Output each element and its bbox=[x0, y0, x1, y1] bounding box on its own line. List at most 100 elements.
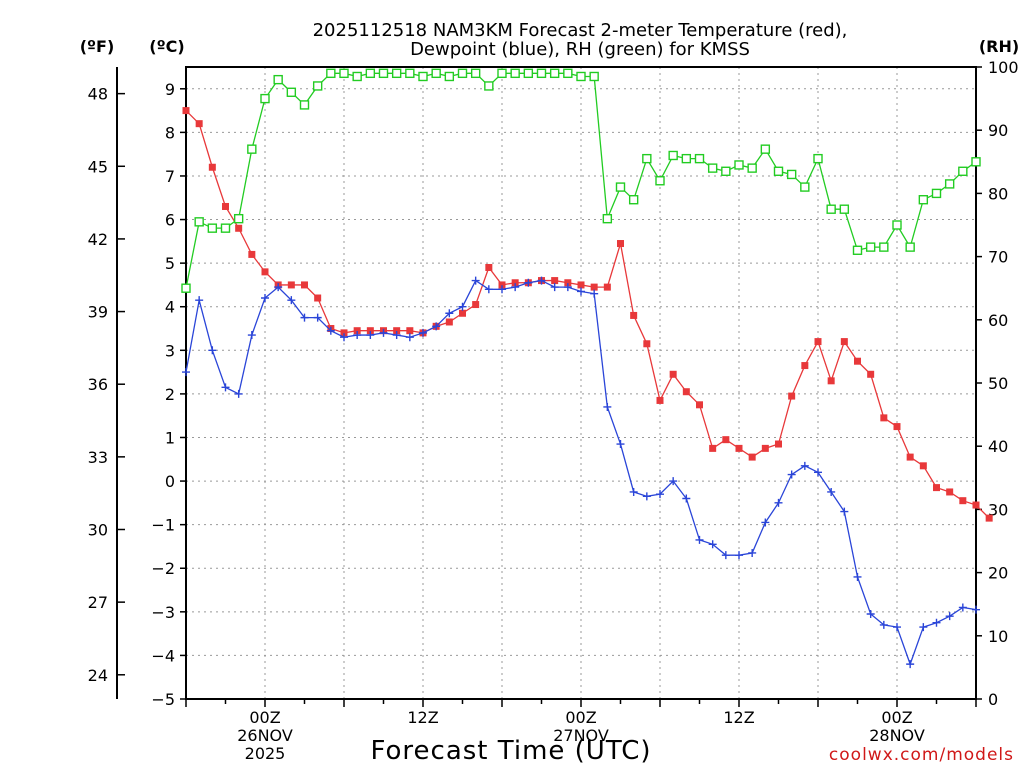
data-point bbox=[234, 389, 243, 398]
data-point bbox=[352, 71, 362, 82]
data-point bbox=[299, 100, 310, 110]
data-point bbox=[286, 87, 297, 97]
data-point bbox=[840, 507, 849, 516]
data-point bbox=[932, 618, 941, 627]
data-point bbox=[301, 281, 308, 289]
data-point bbox=[695, 535, 704, 544]
data-point bbox=[906, 453, 914, 461]
grid-lines bbox=[186, 67, 976, 700]
data-point bbox=[511, 279, 519, 287]
data-point bbox=[866, 610, 875, 619]
data-point bbox=[393, 327, 401, 335]
celsius-tick-label: 5 bbox=[165, 254, 175, 273]
data-point bbox=[313, 313, 322, 322]
data-point bbox=[788, 392, 796, 400]
data-point bbox=[603, 283, 611, 291]
data-point bbox=[261, 268, 269, 276]
rh-tick-label: 40 bbox=[988, 437, 1008, 456]
rh-tick-label: 10 bbox=[988, 627, 1008, 646]
celsius-tick-label: 9 bbox=[165, 80, 175, 99]
fahrenheit-tick-label: 48 bbox=[88, 85, 108, 104]
data-point bbox=[340, 329, 348, 337]
fahrenheit-tick-label: 33 bbox=[88, 448, 108, 467]
data-point bbox=[814, 338, 822, 346]
data-point bbox=[233, 213, 244, 224]
data-point bbox=[682, 388, 690, 396]
data-point bbox=[931, 188, 942, 199]
time-tick-label: 12Z bbox=[407, 708, 438, 727]
data-point bbox=[523, 68, 534, 79]
data-point bbox=[826, 204, 836, 214]
data-point bbox=[563, 283, 572, 292]
fahrenheit-tick-label: 30 bbox=[88, 520, 108, 539]
data-point bbox=[445, 309, 454, 318]
data-point bbox=[274, 283, 283, 292]
data-point bbox=[747, 163, 757, 173]
rh-tick-label: 0 bbox=[988, 690, 998, 709]
data-point bbox=[471, 276, 480, 285]
data-point bbox=[735, 551, 743, 560]
data-point bbox=[865, 242, 876, 252]
data-point bbox=[655, 176, 665, 186]
celsius-tick-label: 4 bbox=[165, 298, 175, 317]
data-point bbox=[182, 368, 190, 377]
data-point bbox=[182, 107, 190, 115]
fahrenheit-tick-label: 45 bbox=[88, 157, 108, 176]
fahrenheit-tick-label: 42 bbox=[88, 230, 108, 249]
data-point bbox=[787, 470, 796, 479]
rh-unit-label: (RH) bbox=[979, 37, 1019, 56]
data-point bbox=[590, 283, 598, 291]
data-point bbox=[459, 309, 466, 317]
data-point bbox=[248, 250, 256, 258]
data-point bbox=[498, 281, 506, 289]
data-point bbox=[972, 501, 980, 509]
data-point bbox=[709, 444, 717, 452]
data-point bbox=[761, 444, 769, 452]
data-point bbox=[944, 179, 955, 189]
data-point bbox=[536, 68, 547, 79]
data-point bbox=[722, 436, 730, 444]
data-point bbox=[549, 68, 560, 79]
celsius-tick-label: 7 bbox=[165, 167, 175, 186]
data-point bbox=[813, 153, 823, 164]
data-point bbox=[472, 301, 480, 309]
data-point bbox=[551, 277, 559, 285]
data-point bbox=[879, 242, 889, 252]
series-rh bbox=[181, 68, 981, 293]
data-point bbox=[340, 333, 348, 342]
data-point bbox=[445, 318, 453, 326]
celsius-unit-label: (ºC) bbox=[149, 37, 184, 56]
celsius-tick-label: −3 bbox=[151, 603, 175, 622]
data-point bbox=[656, 490, 664, 499]
data-point bbox=[946, 488, 954, 496]
data-point bbox=[326, 326, 335, 335]
data-point bbox=[696, 401, 703, 409]
data-point bbox=[774, 498, 783, 507]
time-tick-label: 27NOV bbox=[553, 726, 609, 745]
data-point bbox=[630, 311, 638, 319]
series-layer bbox=[181, 68, 993, 669]
data-point bbox=[484, 81, 494, 91]
fahrenheit-tick-label: 36 bbox=[88, 375, 108, 394]
data-point bbox=[300, 313, 309, 322]
data-point bbox=[852, 245, 863, 255]
celsius-tick-label: 1 bbox=[165, 428, 175, 447]
data-point bbox=[444, 71, 455, 82]
rh-axis: 0 10 20 30 40 50 60 70 80 90 100 bbox=[976, 58, 1019, 709]
data-point bbox=[801, 362, 809, 370]
data-point bbox=[694, 153, 705, 164]
data-point bbox=[867, 370, 875, 378]
data-point bbox=[564, 279, 572, 287]
data-point bbox=[195, 120, 203, 128]
rh-tick-label: 60 bbox=[988, 311, 1008, 330]
data-point bbox=[378, 68, 389, 79]
data-point bbox=[470, 68, 481, 79]
data-point bbox=[708, 540, 717, 549]
data-point bbox=[840, 338, 848, 346]
time-tick-label: 12Z bbox=[723, 708, 754, 727]
data-point bbox=[775, 440, 782, 448]
data-point bbox=[326, 68, 336, 79]
time-tick-label: 00Z bbox=[249, 708, 280, 727]
data-point bbox=[669, 477, 678, 486]
